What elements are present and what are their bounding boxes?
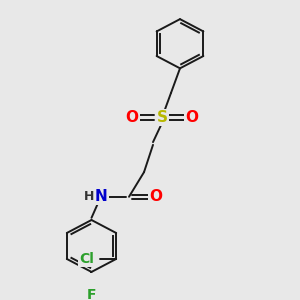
Text: H: H	[84, 190, 94, 203]
Text: O: O	[125, 110, 139, 125]
Text: O: O	[149, 189, 163, 204]
Text: N: N	[95, 189, 108, 204]
Text: O: O	[185, 110, 199, 125]
Text: Cl: Cl	[79, 252, 94, 266]
Text: S: S	[157, 110, 167, 125]
Text: F: F	[87, 288, 96, 300]
